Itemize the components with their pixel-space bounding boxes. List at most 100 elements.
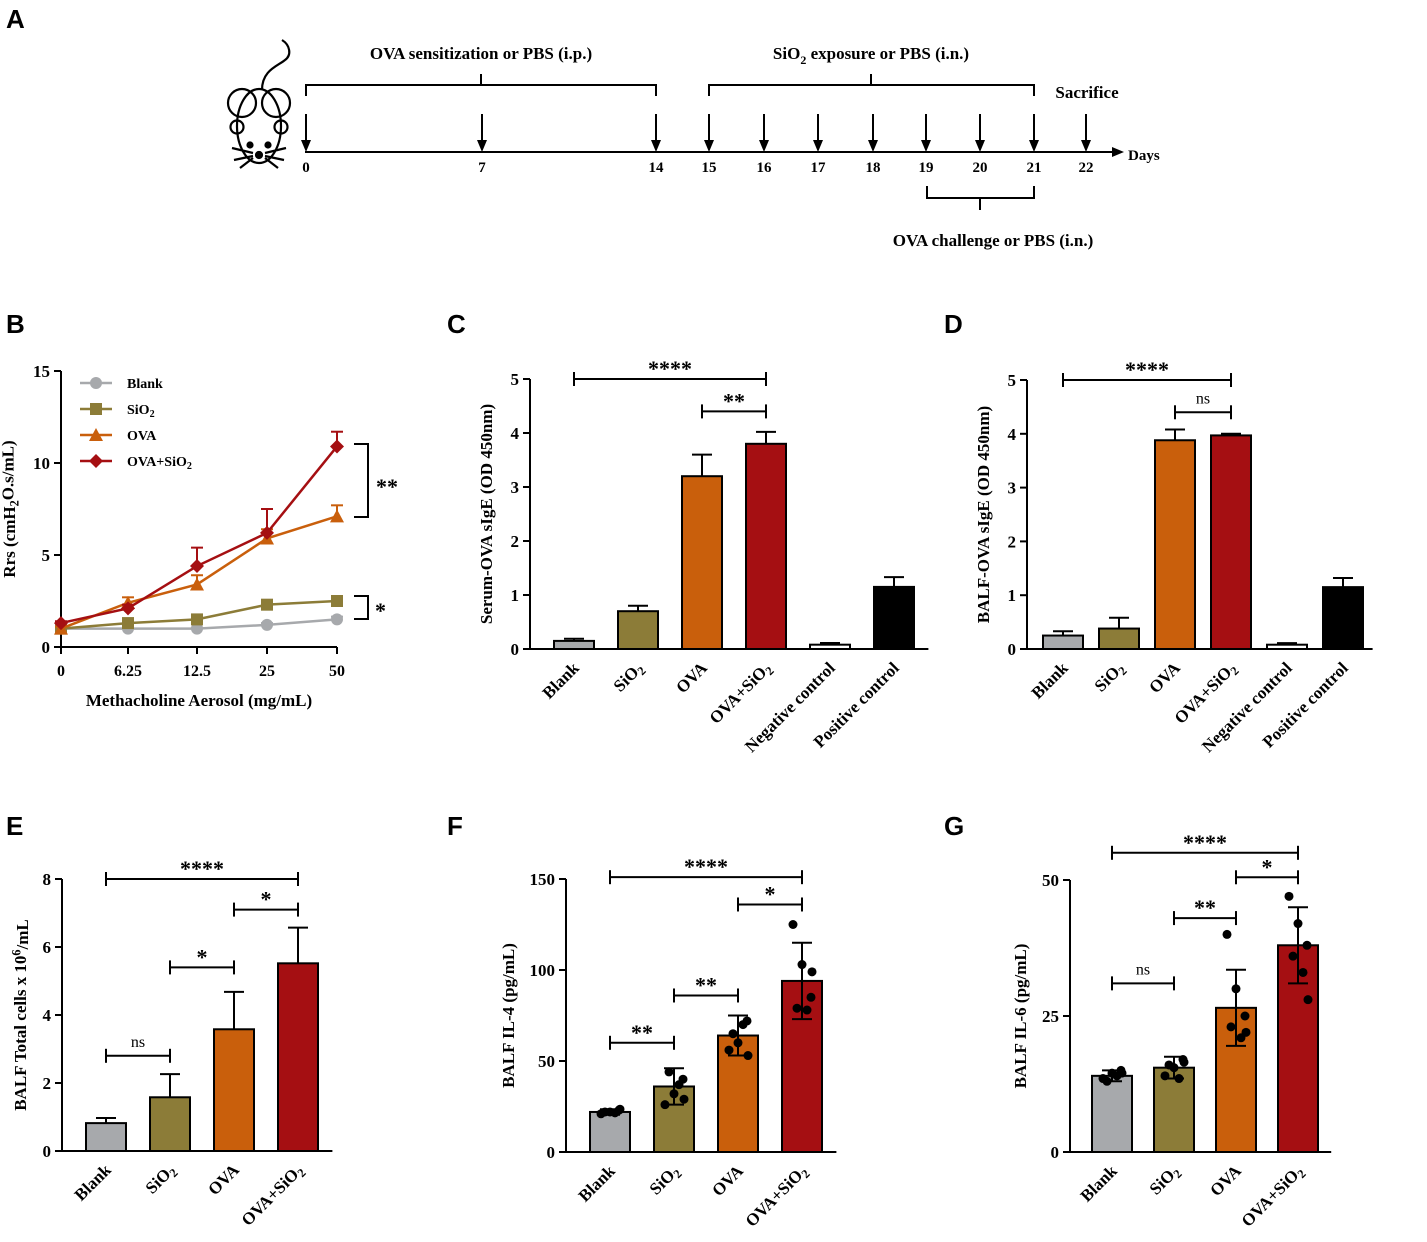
panel-g-bar-chart: 0 25 50 BALF IL-6 (pg/mL) Blank SiO2 OVAOVA+Si…	[1011, 830, 1332, 1232]
day-tick-label: 14	[649, 160, 665, 176]
data-point	[733, 1038, 743, 1048]
y-tick-label: 15	[33, 362, 50, 381]
x-category-label: SiO2	[646, 1161, 685, 1200]
legend-label: SiO2	[127, 403, 155, 420]
significance-label: *	[375, 598, 386, 623]
data-point	[1241, 1027, 1251, 1037]
bar	[553, 639, 595, 651]
day-arrow-head	[651, 140, 661, 152]
x-category-label: Blank	[1028, 658, 1073, 703]
day-arrow-head	[921, 140, 931, 152]
data-point	[260, 525, 274, 540]
data-point	[191, 622, 203, 635]
bar	[1098, 627, 1140, 651]
data-point	[728, 1029, 738, 1039]
legend-label: OVA+SiO2	[127, 455, 192, 472]
data-point	[1174, 1074, 1184, 1084]
significance-label: *	[1262, 854, 1273, 879]
challenge-label: OVA challenge or PBS (i.n.)	[893, 231, 1094, 250]
panel-d-bar-chart: 0 1 2 3 4 5 BALF-OVA sIgE (OD 450nm) Blank SiO2 O…	[974, 357, 1373, 756]
data-point	[1160, 1071, 1170, 1081]
bar	[1210, 434, 1252, 650]
y-tick-label: 10	[33, 454, 50, 473]
legend-marker	[89, 454, 103, 468]
x-category-label: OVA+SiO2	[1238, 1161, 1309, 1232]
day-tick-label: 16	[757, 160, 773, 176]
day-tick-label: 21	[1027, 160, 1042, 176]
data-point	[615, 1104, 625, 1114]
data-point	[1226, 1022, 1236, 1032]
y-tick-label: 0	[43, 1142, 52, 1161]
significance-label: ****	[648, 356, 692, 381]
bar	[1154, 439, 1196, 651]
x-tick-label: 0	[57, 663, 65, 680]
y-tick-label: 5	[1008, 371, 1017, 390]
x-category-label: SiO2	[610, 658, 649, 697]
y-tick-label: 6	[43, 938, 52, 957]
data-point	[121, 601, 135, 616]
x-category-label: SiO2	[142, 1160, 181, 1199]
x-tick-label: 50	[329, 663, 345, 680]
y-axis-label: BALF-OVA sIgE (OD 450nm)	[974, 406, 993, 623]
x-tick-label: 25	[259, 663, 275, 680]
day-tick-label: 0	[302, 160, 310, 176]
panel-f-bar-chart: 0 50 100 150 BALF IL-4 (pg/mL) Blank SiO2 OVAOV…	[499, 854, 837, 1231]
panel-label-b: B	[6, 309, 25, 339]
day-tick-label: 22	[1079, 160, 1094, 176]
data-point	[1240, 1011, 1250, 1021]
significance-label: ****	[1125, 357, 1169, 382]
significance-label: *	[765, 881, 776, 906]
sensitization-bracket	[305, 74, 657, 96]
data-point	[792, 1003, 802, 1013]
panel-label-e: E	[6, 811, 23, 841]
y-tick-label: 2	[511, 532, 520, 551]
y-tick-label: 2	[1008, 532, 1017, 551]
significance-label: ns	[1196, 390, 1210, 407]
data-point	[54, 616, 68, 631]
challenge-bracket	[926, 186, 1035, 210]
panel-a-timeline: A OVA sensitization or PBS (i.p.) SiO2 e…	[6, 4, 1160, 250]
y-tick-label: 4	[43, 1006, 52, 1025]
data-point	[1303, 995, 1313, 1005]
data-point	[331, 595, 343, 607]
x-category-label: Blank	[539, 658, 584, 703]
bar	[617, 610, 659, 651]
bar	[745, 442, 787, 650]
significance-bracket	[354, 443, 369, 518]
significance-label: *	[261, 887, 272, 912]
day-tick-label: 19	[919, 160, 934, 176]
bar	[213, 1028, 255, 1153]
sensitization-label: OVA sensitization or PBS (i.p.)	[370, 44, 592, 63]
data-point	[674, 1080, 684, 1090]
data-point	[330, 509, 344, 523]
data-point	[743, 1051, 753, 1061]
y-axis-label: Serum-OVA sIgE (OD 450nm)	[477, 404, 496, 624]
data-point	[1222, 929, 1232, 939]
data-point	[1117, 1068, 1127, 1078]
data-point	[191, 613, 203, 626]
data-point	[788, 920, 798, 929]
significance-label: **	[1194, 895, 1216, 920]
data-point	[807, 967, 817, 977]
data-point	[261, 598, 273, 611]
data-point	[1179, 1057, 1189, 1067]
y-axis-label: BALF IL-4 (pg/mL)	[499, 943, 518, 1088]
bar	[681, 475, 723, 651]
x-category-label: OVA	[204, 1160, 243, 1199]
sacrifice-label: Sacrifice	[1055, 83, 1119, 102]
day-arrow-head	[813, 140, 823, 152]
x-category-label: OVA+SiO2	[238, 1160, 309, 1231]
day-tick-label: 7	[478, 160, 486, 176]
data-point	[669, 1089, 679, 1099]
significance-label: **	[631, 1020, 653, 1045]
y-tick-label: 0	[42, 638, 51, 657]
significance-label: ****	[1183, 830, 1227, 855]
data-point	[190, 577, 204, 591]
days-axis-label: Days	[1128, 148, 1160, 164]
data-point	[1231, 984, 1241, 994]
data-point	[806, 992, 816, 1002]
data-point	[1293, 919, 1303, 929]
day-arrow-head	[704, 140, 714, 152]
y-tick-label: 0	[511, 640, 520, 659]
